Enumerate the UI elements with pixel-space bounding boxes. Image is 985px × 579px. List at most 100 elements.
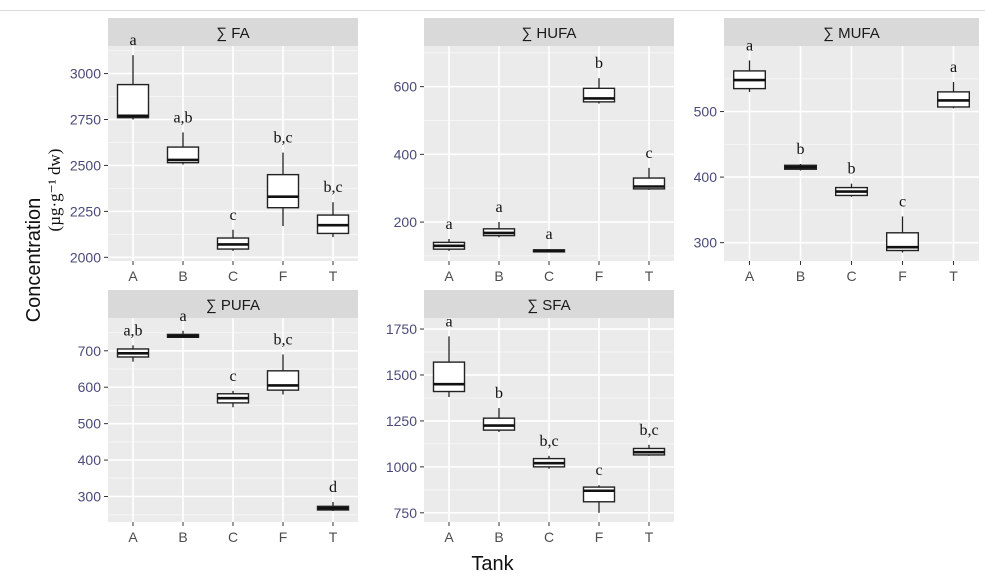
significance-letter: b [595,55,603,72]
y-tick-label: 200 [394,214,418,230]
significance-letter: a [545,226,552,243]
y-tick-label: 600 [78,379,102,395]
box-T: b,c [316,179,350,238]
box-A: a [116,32,150,120]
x-tick-label: C [544,268,554,284]
x-tick-label: A [444,268,454,284]
x-tick-label: C [228,268,238,284]
box-C: a [532,226,566,253]
y-axis-unit: (µg·g⁻¹ dw) [45,149,64,232]
box-F: c [885,193,920,253]
y-tick-label: 300 [78,489,102,505]
box-F: b [582,55,616,104]
panel-title: ∑ PUFA [206,297,260,314]
box-body [432,361,466,393]
x-tick-label: T [645,268,654,284]
significance-letter: a [445,216,452,233]
x-tick-label: C [228,529,238,545]
x-tick-label: T [949,268,958,284]
box-T: a [936,59,971,109]
x-tick-label: T [645,529,654,545]
box-F: b,c [266,331,300,395]
significance-letter: b [848,161,856,178]
y-tick-label: 3000 [70,66,101,82]
x-tick-label: F [279,268,288,284]
box-body [482,417,516,431]
significance-letter: a [129,32,136,49]
significance-letter: b,c [539,433,558,450]
panel-strip [424,290,674,318]
significance-letter: d [329,479,337,496]
box-body [266,370,300,391]
significance-letter: b,c [639,422,658,439]
panel-4: ∑ SFA 750 1000 1250 1500 1750 A B C F Ta b b,c c b,c [386,290,674,545]
y-tick-label: 2000 [70,249,101,265]
x-tick-label: A [745,268,755,284]
x-tick-label: F [279,529,288,545]
box-A: a [732,37,767,92]
panel-1: ∑ HUFA 200 400 600 A B C F Ta a a b c [394,18,674,284]
significance-letter: c [645,145,652,162]
box-F: c [582,462,616,513]
x-tick-label: B [178,268,187,284]
box-body [582,486,616,503]
panel-3: ∑ PUFA 300 400 500 600 700 A B C F Ta,b a c b,c d [78,290,358,545]
y-tick-label: 400 [394,146,418,162]
y-axis-title: Concentration (µg·g⁻¹ dw) [4,130,64,390]
significance-letter: c [229,368,236,385]
significance-letter: b,c [273,331,292,348]
box-A: a [432,313,466,398]
x-tick-label: C [846,268,856,284]
y-tick-label: 300 [694,235,718,251]
x-tick-label: B [494,268,503,284]
y-tick-label: 600 [394,79,418,95]
y-tick-label: 500 [78,416,102,432]
y-tick-label: 2750 [70,112,101,128]
box-body [266,173,300,209]
box-B: a [482,199,516,238]
box-B: a,b [166,109,200,165]
x-tick-label: B [494,529,503,545]
panel-2: ∑ MUFA 300 400 500 A B C F Ta b b c a [694,18,979,284]
significance-letter: a [950,59,957,76]
y-tick-label: 700 [78,343,102,359]
box-T: c [632,145,666,190]
y-tick-label: 2500 [70,157,101,173]
significance-letter: c [595,462,602,479]
panel-title: ∑ FA [216,25,249,42]
y-tick-label: 400 [78,452,102,468]
significance-letter: c [229,207,236,224]
panel-title: ∑ HUFA [522,25,577,42]
x-tick-label: A [128,268,138,284]
y-tick-label: 1500 [386,367,417,383]
panel-strip [424,18,674,46]
box-T: d [316,479,350,512]
x-tick-label: T [329,268,338,284]
significance-letter: b,c [273,130,292,147]
box-C: b [834,161,869,197]
significance-letter: a [746,37,753,54]
x-tick-label: F [595,268,604,284]
box-A: a,b [116,322,150,362]
x-tick-label: B [178,529,187,545]
y-tick-label: 1250 [386,413,417,429]
box-T: b,c [632,422,666,456]
y-axis-label: Concentration [23,198,45,323]
box-B: b [783,141,818,171]
box-C: c [216,368,250,408]
y-tick-label: 1000 [386,459,417,475]
y-tick-label: 750 [394,505,418,521]
x-tick-label: A [444,529,454,545]
y-tick-label: 2250 [70,203,101,219]
panel-title: ∑ SFA [527,297,570,314]
x-tick-label: F [595,529,604,545]
significance-letter: b [495,385,503,402]
box-body [582,87,616,103]
box-C: c [216,207,250,251]
x-axis-title: Tank [471,553,514,575]
x-tick-label: F [898,268,907,284]
x-tick-label: A [128,529,138,545]
box-body [632,177,666,190]
panel-strip [724,18,979,46]
